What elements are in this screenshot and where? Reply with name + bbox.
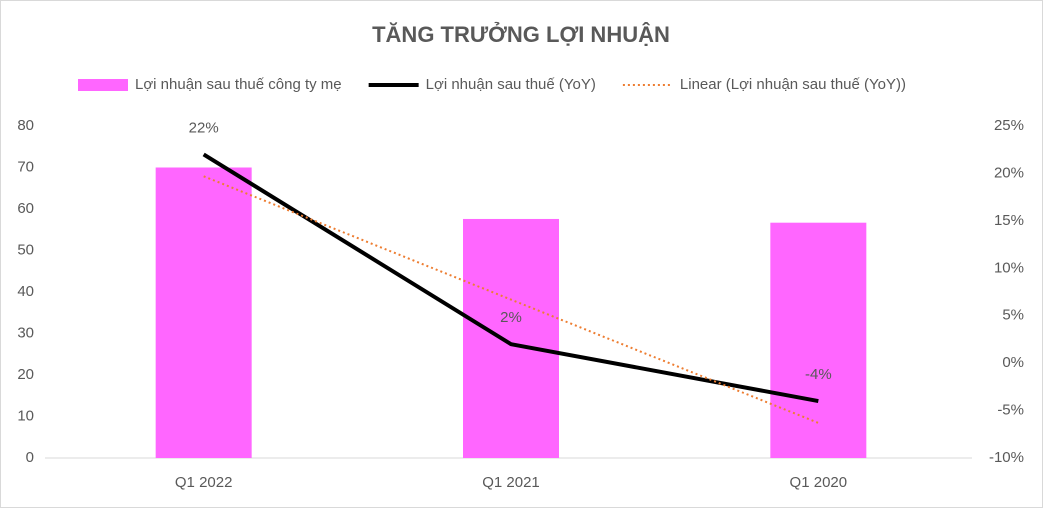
- bar: [770, 222, 867, 458]
- y-tick-label: 50: [17, 241, 34, 258]
- y-tick-label: 60: [17, 200, 34, 217]
- x-tick-label: Q1 2022: [175, 474, 233, 491]
- data-label: 22%: [189, 119, 219, 136]
- y-tick-label: 0: [26, 449, 34, 466]
- y-tick-label: 20: [17, 366, 34, 383]
- trend-line: [203, 175, 819, 424]
- y-tick-label: 40: [17, 283, 34, 300]
- legend-label: Lợi nhuận sau thuế công ty mẹ: [135, 76, 342, 93]
- y2-tick-label: 20%: [994, 164, 1024, 181]
- legend-label: Linear (Lợi nhuận sau thuế (YoY)): [680, 76, 906, 93]
- y-tick-label: 30: [17, 324, 34, 341]
- bar: [463, 218, 559, 458]
- y-tick-label: 70: [17, 158, 34, 175]
- chart-title: TĂNG TRƯỞNG LỢI NHUẬN: [372, 22, 670, 47]
- x-tick-label: Q1 2021: [482, 474, 540, 491]
- x-tick-label: Q1 2020: [790, 474, 848, 491]
- y2-tick-label: -5%: [997, 402, 1024, 419]
- y2-tick-label: 5%: [1002, 307, 1024, 324]
- y2-tick-label: 15%: [994, 212, 1024, 229]
- y-tick-label: 80: [17, 117, 34, 134]
- y2-tick-label: 0%: [1002, 354, 1024, 371]
- legend-label: Lợi nhuận sau thuế (YoY): [426, 76, 596, 93]
- bar: [155, 167, 252, 458]
- y2-tick-label: 10%: [994, 259, 1024, 276]
- data-label: -4%: [805, 366, 832, 383]
- y-tick-label: 10: [17, 407, 34, 424]
- legend-swatch: [78, 79, 128, 91]
- y2-tick-label: 25%: [994, 117, 1024, 134]
- data-label: 2%: [500, 309, 522, 326]
- y2-tick-label: -10%: [989, 449, 1024, 466]
